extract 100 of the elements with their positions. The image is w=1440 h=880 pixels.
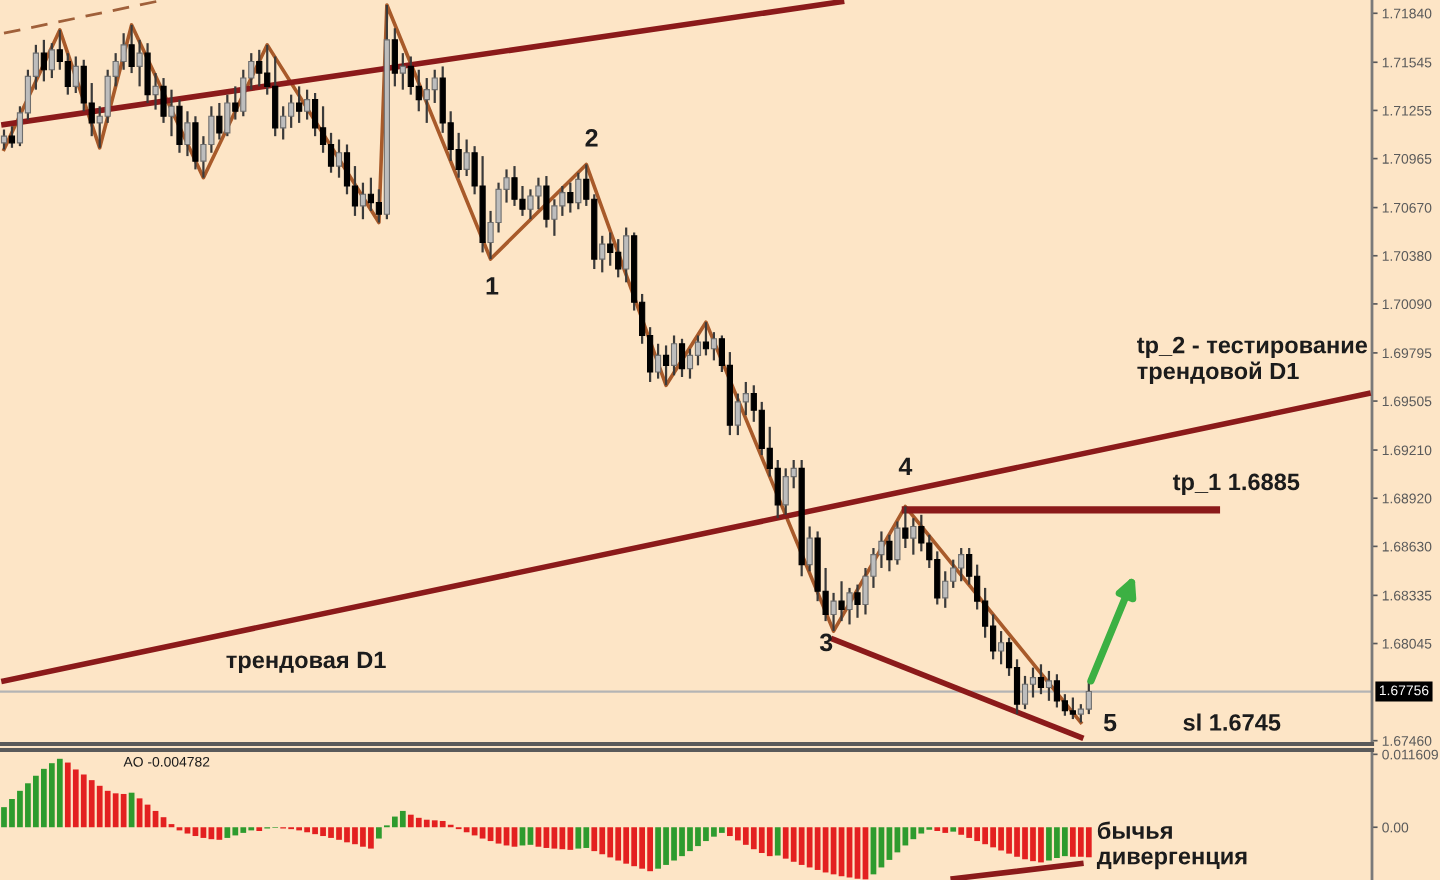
candlestick bbox=[303, 88, 311, 121]
bar bbox=[336, 827, 342, 840]
bar bbox=[320, 827, 326, 837]
bar bbox=[766, 827, 773, 857]
bar bbox=[1046, 827, 1052, 861]
bar bbox=[56, 758, 63, 828]
candlestick bbox=[678, 337, 686, 379]
bar bbox=[639, 827, 645, 869]
candlestick bbox=[311, 91, 319, 138]
candlestick bbox=[272, 55, 279, 138]
bar bbox=[583, 827, 590, 848]
candlestick bbox=[958, 546, 965, 583]
bar bbox=[1070, 827, 1076, 857]
bar bbox=[750, 827, 757, 850]
bar bbox=[1, 807, 7, 828]
bar bbox=[344, 827, 350, 843]
candlestick bbox=[399, 52, 406, 91]
candlestick bbox=[1037, 663, 1045, 696]
candlestick bbox=[511, 164, 518, 208]
candlestick bbox=[327, 131, 335, 174]
bar bbox=[1014, 827, 1020, 857]
candlestick bbox=[782, 467, 789, 516]
bar bbox=[80, 774, 87, 828]
candlestick bbox=[838, 580, 845, 623]
candlestick bbox=[240, 68, 247, 118]
bar bbox=[407, 814, 414, 828]
bar bbox=[591, 827, 598, 852]
bar bbox=[567, 827, 574, 850]
bar bbox=[575, 827, 582, 849]
bar bbox=[304, 827, 310, 833]
candlestick bbox=[902, 505, 909, 550]
candlestick bbox=[407, 55, 414, 96]
candlestick bbox=[192, 115, 199, 171]
bar bbox=[1085, 827, 1092, 858]
candlestick bbox=[575, 171, 582, 211]
bar bbox=[184, 827, 191, 834]
bar bbox=[423, 819, 430, 828]
candlestick bbox=[72, 55, 79, 95]
candlestick bbox=[623, 226, 630, 284]
bar bbox=[495, 827, 502, 844]
candlestick bbox=[168, 88, 175, 138]
bar bbox=[33, 775, 39, 828]
candlestick bbox=[359, 181, 367, 221]
bar bbox=[88, 780, 95, 828]
candlestick bbox=[391, 27, 398, 88]
candlestick bbox=[599, 234, 606, 274]
candlestick bbox=[662, 344, 670, 387]
bar bbox=[647, 827, 653, 872]
bar bbox=[998, 827, 1004, 851]
bar bbox=[671, 827, 677, 861]
candlestick bbox=[615, 238, 622, 279]
bar bbox=[942, 827, 949, 833]
bar bbox=[96, 785, 103, 828]
bar bbox=[112, 793, 119, 828]
bar bbox=[990, 827, 996, 848]
candlestick bbox=[806, 525, 813, 573]
candlestick bbox=[415, 68, 422, 113]
candlestick bbox=[886, 533, 893, 573]
bar bbox=[216, 827, 223, 840]
candlestick bbox=[288, 93, 295, 129]
bar bbox=[695, 827, 701, 847]
candlestick bbox=[335, 138, 343, 179]
bar bbox=[415, 817, 422, 828]
bar bbox=[439, 820, 446, 828]
bar bbox=[192, 827, 199, 837]
candlestick bbox=[702, 321, 710, 357]
candlestick bbox=[734, 392, 741, 437]
bar bbox=[599, 827, 606, 855]
bar bbox=[719, 827, 725, 833]
bar bbox=[48, 763, 55, 828]
bar bbox=[368, 827, 374, 849]
bar bbox=[727, 827, 733, 837]
candlestick bbox=[224, 93, 231, 138]
candlestick bbox=[670, 334, 678, 377]
bar bbox=[399, 810, 406, 828]
annotation: 1 bbox=[486, 277, 499, 295]
candlestick bbox=[567, 181, 574, 214]
bar bbox=[798, 827, 805, 865]
candlestick bbox=[232, 85, 239, 121]
bar bbox=[734, 827, 741, 841]
candlestick bbox=[942, 570, 949, 609]
candlestick bbox=[280, 105, 287, 141]
bar bbox=[72, 769, 79, 828]
bar bbox=[559, 827, 566, 850]
bar bbox=[1038, 827, 1044, 863]
candlestick bbox=[1053, 673, 1061, 709]
bar bbox=[328, 827, 334, 838]
candlestick bbox=[48, 42, 55, 80]
candlestick bbox=[256, 48, 263, 88]
bar bbox=[232, 827, 239, 836]
bar bbox=[17, 790, 23, 828]
bar bbox=[1030, 827, 1036, 862]
line-series bbox=[2, 3, 1083, 725]
bar bbox=[655, 827, 661, 869]
candlestick bbox=[910, 517, 917, 556]
bar bbox=[663, 827, 669, 865]
bar bbox=[352, 827, 358, 845]
candlestick bbox=[184, 110, 191, 158]
bar bbox=[966, 827, 973, 838]
bar bbox=[711, 827, 717, 837]
